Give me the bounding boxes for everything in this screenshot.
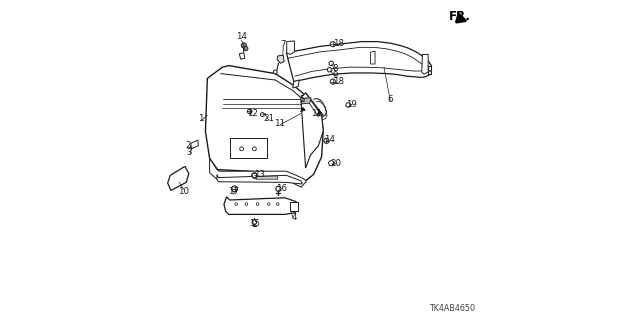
Text: 18: 18 <box>333 39 344 48</box>
Text: 19: 19 <box>346 100 356 108</box>
Text: 11: 11 <box>311 109 323 118</box>
Polygon shape <box>256 176 278 179</box>
Text: 7: 7 <box>280 40 286 49</box>
Circle shape <box>243 46 248 51</box>
Circle shape <box>330 79 335 84</box>
Text: 5: 5 <box>300 95 305 104</box>
Circle shape <box>330 42 335 47</box>
Text: 16: 16 <box>276 184 287 193</box>
Polygon shape <box>277 55 284 63</box>
Circle shape <box>268 203 270 205</box>
Circle shape <box>241 43 246 48</box>
Polygon shape <box>230 138 268 158</box>
Text: 21: 21 <box>263 114 275 123</box>
Text: 9: 9 <box>333 71 338 80</box>
Circle shape <box>252 147 256 151</box>
Polygon shape <box>191 140 198 149</box>
Circle shape <box>324 138 329 143</box>
Polygon shape <box>205 66 323 182</box>
Text: 1: 1 <box>198 114 204 123</box>
Text: 4: 4 <box>292 213 297 222</box>
Circle shape <box>252 173 257 178</box>
Circle shape <box>329 61 333 66</box>
Text: FR.: FR. <box>449 10 470 23</box>
Polygon shape <box>239 53 245 59</box>
Circle shape <box>276 186 281 191</box>
Circle shape <box>235 203 237 205</box>
Polygon shape <box>168 166 189 190</box>
Polygon shape <box>428 66 431 74</box>
Circle shape <box>248 109 252 114</box>
Polygon shape <box>287 42 431 82</box>
Circle shape <box>232 186 237 192</box>
Circle shape <box>260 113 264 116</box>
Polygon shape <box>287 41 294 54</box>
Text: 12: 12 <box>247 109 259 118</box>
Circle shape <box>257 203 259 205</box>
Circle shape <box>329 161 334 166</box>
Polygon shape <box>301 98 311 104</box>
Circle shape <box>328 68 332 72</box>
Text: 14: 14 <box>236 32 247 41</box>
Text: 15: 15 <box>249 220 260 228</box>
Polygon shape <box>210 158 307 187</box>
Polygon shape <box>301 93 323 168</box>
Text: 18: 18 <box>333 77 344 86</box>
Polygon shape <box>422 54 428 74</box>
Circle shape <box>245 203 248 205</box>
Polygon shape <box>428 70 431 71</box>
Bar <box>290 202 298 211</box>
Polygon shape <box>217 174 302 184</box>
Text: 8: 8 <box>333 64 338 73</box>
Polygon shape <box>292 80 300 88</box>
Text: 10: 10 <box>179 188 189 196</box>
Text: 3: 3 <box>186 148 192 156</box>
Circle shape <box>276 203 279 205</box>
Text: 13: 13 <box>253 170 265 179</box>
Text: 11: 11 <box>275 119 285 128</box>
Circle shape <box>240 147 243 151</box>
Text: 6: 6 <box>388 95 393 104</box>
Circle shape <box>252 220 257 224</box>
Circle shape <box>346 103 351 107</box>
Polygon shape <box>224 197 298 214</box>
Text: 2: 2 <box>186 141 191 150</box>
Text: 20: 20 <box>330 159 341 168</box>
Circle shape <box>273 70 277 74</box>
Text: TK4AB4650: TK4AB4650 <box>429 304 475 313</box>
Text: 17: 17 <box>228 188 239 196</box>
Polygon shape <box>371 51 375 64</box>
Text: 14: 14 <box>324 135 335 144</box>
